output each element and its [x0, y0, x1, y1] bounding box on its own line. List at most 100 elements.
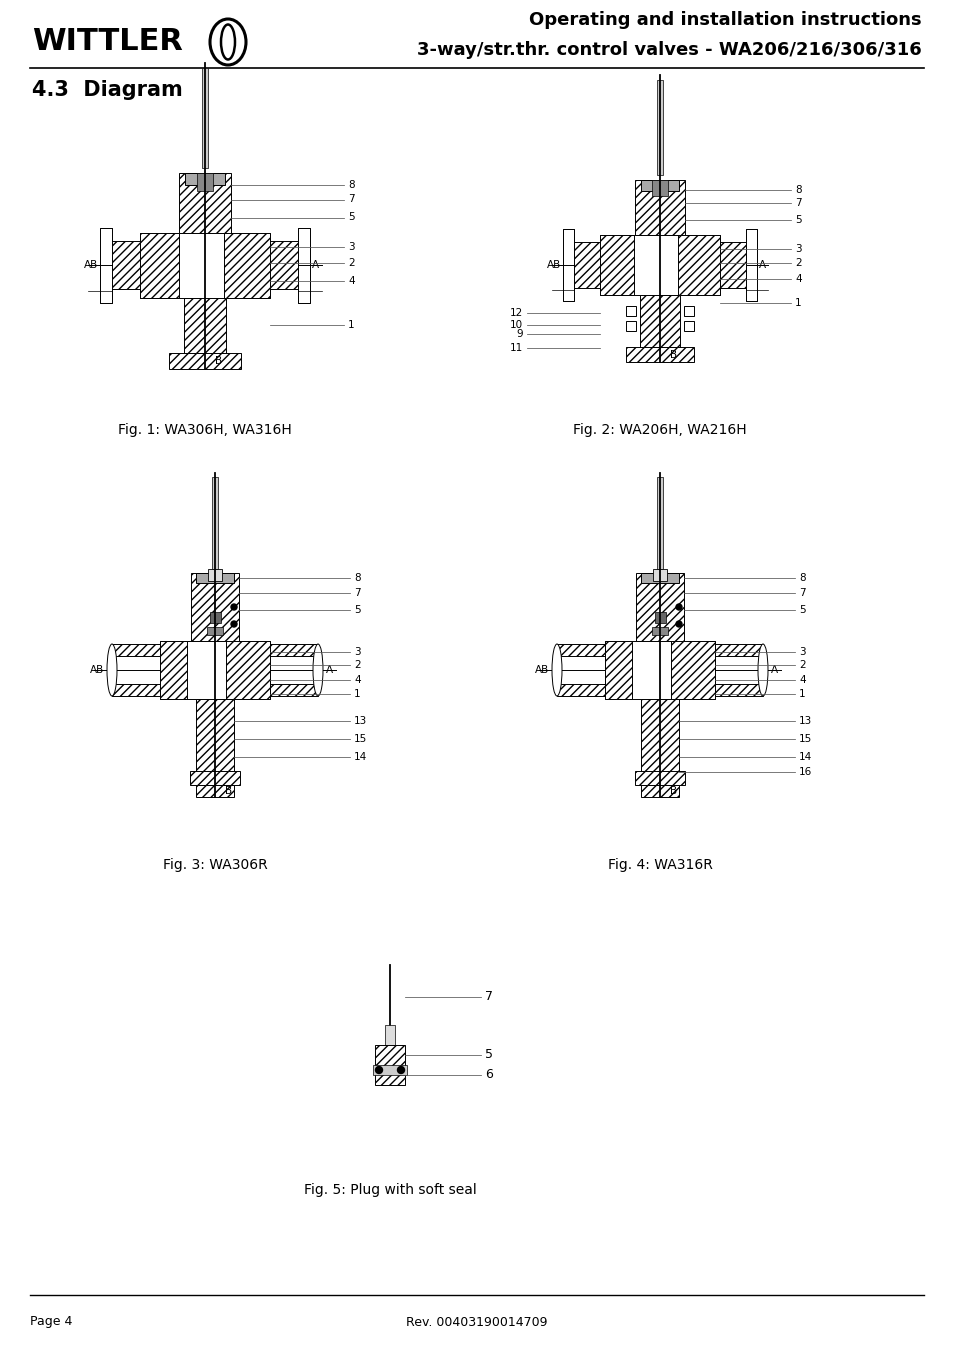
Text: 14: 14 [799, 751, 811, 762]
Bar [270, 657, 317, 684]
Circle shape [231, 604, 236, 611]
Text: 7: 7 [799, 589, 804, 598]
Text: 6: 6 [484, 1069, 493, 1082]
Text: 5: 5 [348, 212, 355, 223]
Bar [375, 1046, 405, 1085]
Bar [670, 640, 714, 698]
Bar [112, 657, 160, 684]
Bar [625, 305, 636, 316]
Bar [373, 1065, 407, 1075]
Text: AB: AB [90, 665, 104, 676]
Text: 4: 4 [348, 276, 355, 286]
Text: 12: 12 [509, 308, 522, 319]
Bar [297, 227, 310, 303]
Bar [714, 657, 762, 684]
Bar [574, 242, 599, 288]
Bar [160, 640, 270, 698]
Text: AB: AB [535, 665, 548, 676]
Text: 1: 1 [348, 320, 355, 330]
Bar [270, 240, 297, 289]
Text: B: B [669, 350, 677, 359]
Text: 4: 4 [354, 676, 360, 685]
Text: Fig. 4: WA316R: Fig. 4: WA316R [607, 858, 712, 871]
Text: B: B [225, 786, 232, 796]
Bar [599, 235, 720, 295]
Bar [745, 230, 757, 301]
Text: Fig. 3: WA306R: Fig. 3: WA306R [162, 858, 267, 871]
Text: 7: 7 [348, 195, 355, 204]
Bar [195, 698, 233, 771]
Bar [207, 627, 223, 635]
Text: Fig. 1: WA306H, WA316H: Fig. 1: WA306H, WA316H [118, 423, 292, 436]
Text: 15: 15 [354, 734, 367, 743]
Bar [636, 573, 683, 640]
Bar [112, 240, 140, 289]
Text: 7: 7 [794, 199, 801, 208]
Text: Operating and installation instructions: Operating and installation instructions [529, 11, 921, 28]
Bar [640, 698, 679, 771]
Text: Fig. 2: WA206H, WA216H: Fig. 2: WA206H, WA216H [573, 423, 746, 436]
Text: 8: 8 [354, 573, 360, 584]
Bar [179, 173, 231, 232]
Text: 5: 5 [794, 215, 801, 224]
Text: Rev. 00403190014709: Rev. 00403190014709 [406, 1316, 547, 1328]
Bar [226, 640, 270, 698]
Circle shape [397, 1066, 404, 1074]
Text: 13: 13 [354, 716, 367, 725]
Text: A: A [326, 665, 333, 676]
Text: A: A [770, 665, 778, 676]
Bar [635, 180, 684, 235]
Bar [224, 232, 270, 297]
Text: 5: 5 [484, 1048, 493, 1062]
Bar [639, 295, 679, 347]
Text: A: A [312, 259, 319, 270]
Bar [190, 771, 240, 785]
Text: 9: 9 [516, 330, 522, 339]
Bar [140, 232, 179, 297]
Bar [140, 232, 270, 297]
Circle shape [375, 1066, 382, 1074]
Text: A: A [759, 259, 765, 270]
Bar [297, 227, 310, 303]
Text: 3: 3 [794, 245, 801, 254]
Bar [625, 322, 636, 331]
Text: 2: 2 [354, 661, 360, 670]
Text: 2: 2 [794, 258, 801, 267]
Text: 7: 7 [484, 990, 493, 1004]
Text: 11: 11 [509, 343, 522, 353]
Bar [652, 569, 666, 581]
Bar [212, 477, 218, 569]
Bar [745, 230, 757, 301]
Bar [169, 353, 241, 369]
Bar [657, 80, 662, 176]
Bar [195, 785, 233, 797]
Bar [100, 227, 112, 303]
Bar [599, 235, 633, 295]
Bar [604, 640, 714, 698]
Bar [112, 644, 160, 696]
Ellipse shape [758, 644, 767, 696]
Text: B: B [214, 355, 222, 366]
Text: 1: 1 [799, 689, 804, 698]
Text: 8: 8 [799, 573, 804, 584]
Bar [640, 785, 679, 797]
Text: 13: 13 [799, 716, 811, 725]
Text: 10: 10 [509, 320, 522, 330]
Text: AB: AB [546, 259, 560, 270]
Bar [640, 180, 679, 190]
Text: 3-way/str.thr. control valves - WA206/216/306/316: 3-way/str.thr. control valves - WA206/21… [416, 41, 921, 59]
Bar [270, 644, 317, 696]
Bar [191, 573, 239, 640]
Text: 5: 5 [354, 605, 360, 616]
Text: 7: 7 [354, 589, 360, 598]
Text: 8: 8 [348, 180, 355, 189]
Bar [185, 173, 225, 185]
Bar [678, 235, 720, 295]
Bar [562, 230, 574, 301]
Bar [160, 640, 188, 698]
Bar [720, 242, 745, 288]
Bar [604, 640, 632, 698]
Text: 3: 3 [348, 242, 355, 253]
Circle shape [231, 621, 236, 627]
Bar [683, 322, 693, 331]
